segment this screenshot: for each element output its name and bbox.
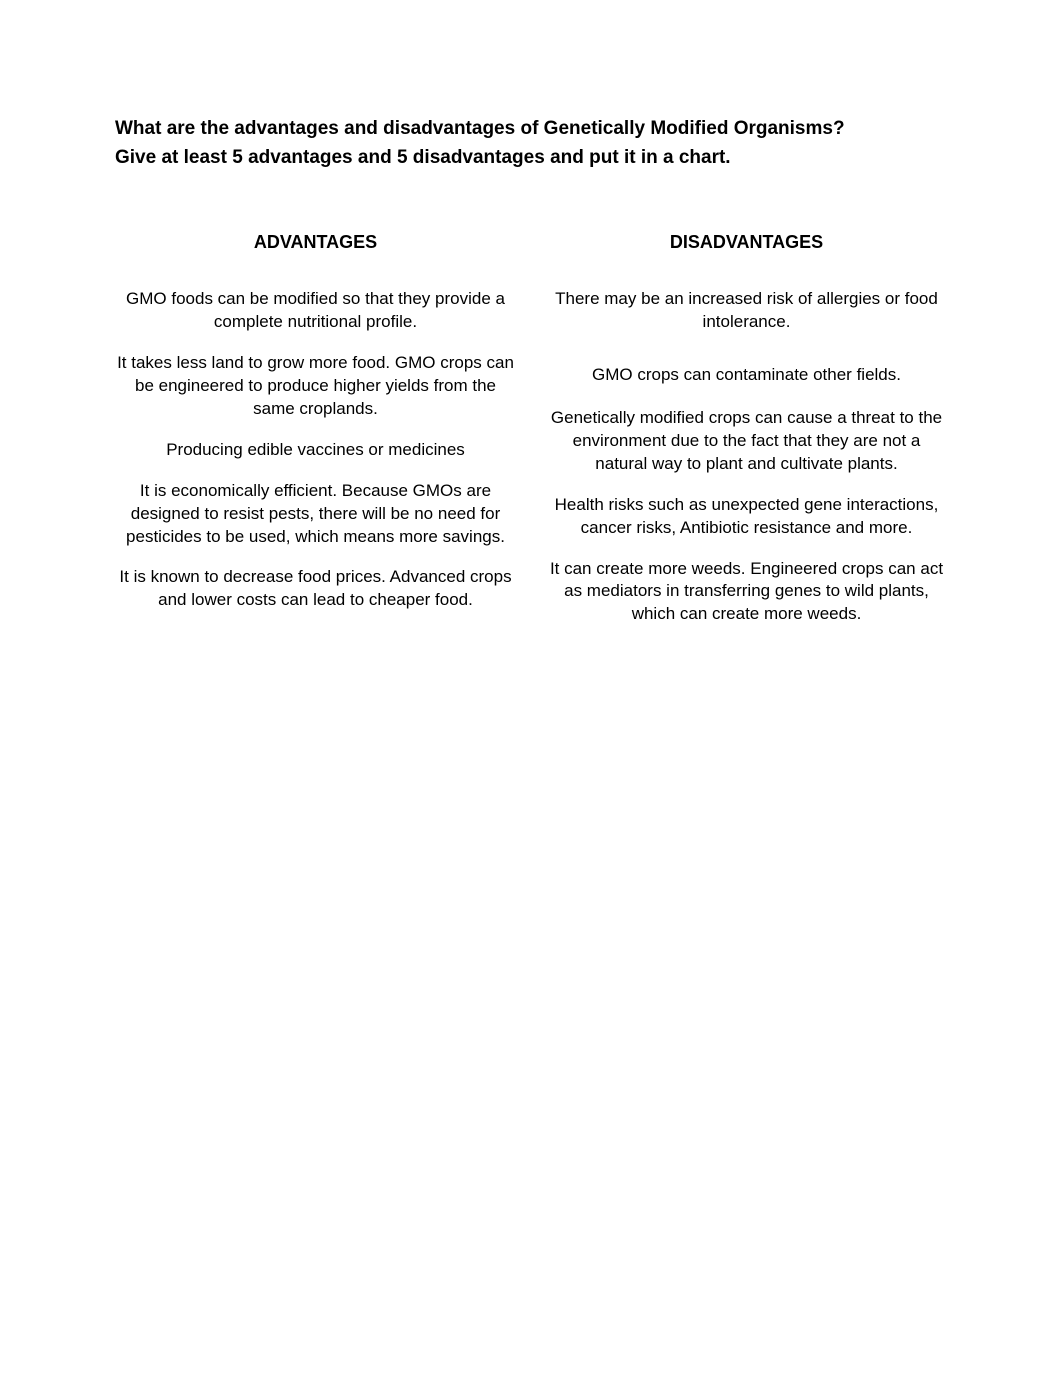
advantage-item: It is economically efficient. Because GM… bbox=[115, 480, 516, 549]
question-text: What are the advantages and disadvantage… bbox=[115, 115, 947, 172]
advantages-header: ADVANTAGES bbox=[115, 232, 516, 253]
question-line-1: What are the advantages and disadvantage… bbox=[115, 118, 845, 139]
question-line-2: Give at least 5 advantages and 5 disadva… bbox=[115, 147, 731, 168]
disadvantages-column: DISADVANTAGES There may be an increased … bbox=[546, 232, 947, 644]
disadvantages-header: DISADVANTAGES bbox=[546, 232, 947, 253]
advantage-item: Producing edible vaccines or medicines bbox=[115, 439, 516, 462]
disadvantage-item: Genetically modified crops can cause a t… bbox=[546, 407, 947, 476]
comparison-chart: ADVANTAGES GMO foods can be modified so … bbox=[115, 232, 947, 644]
advantage-item: GMO foods can be modified so that they p… bbox=[115, 288, 516, 334]
advantage-item: It is known to decrease food prices. Adv… bbox=[115, 566, 516, 612]
disadvantage-item: Health risks such as unexpected gene int… bbox=[546, 494, 947, 540]
disadvantage-item: There may be an increased risk of allerg… bbox=[546, 288, 947, 334]
advantage-item: It takes less land to grow more food. GM… bbox=[115, 352, 516, 421]
disadvantage-item: It can create more weeds. Engineered cro… bbox=[546, 558, 947, 627]
advantages-column: ADVANTAGES GMO foods can be modified so … bbox=[115, 232, 516, 644]
disadvantage-item: GMO crops can contaminate other fields. bbox=[546, 364, 947, 387]
